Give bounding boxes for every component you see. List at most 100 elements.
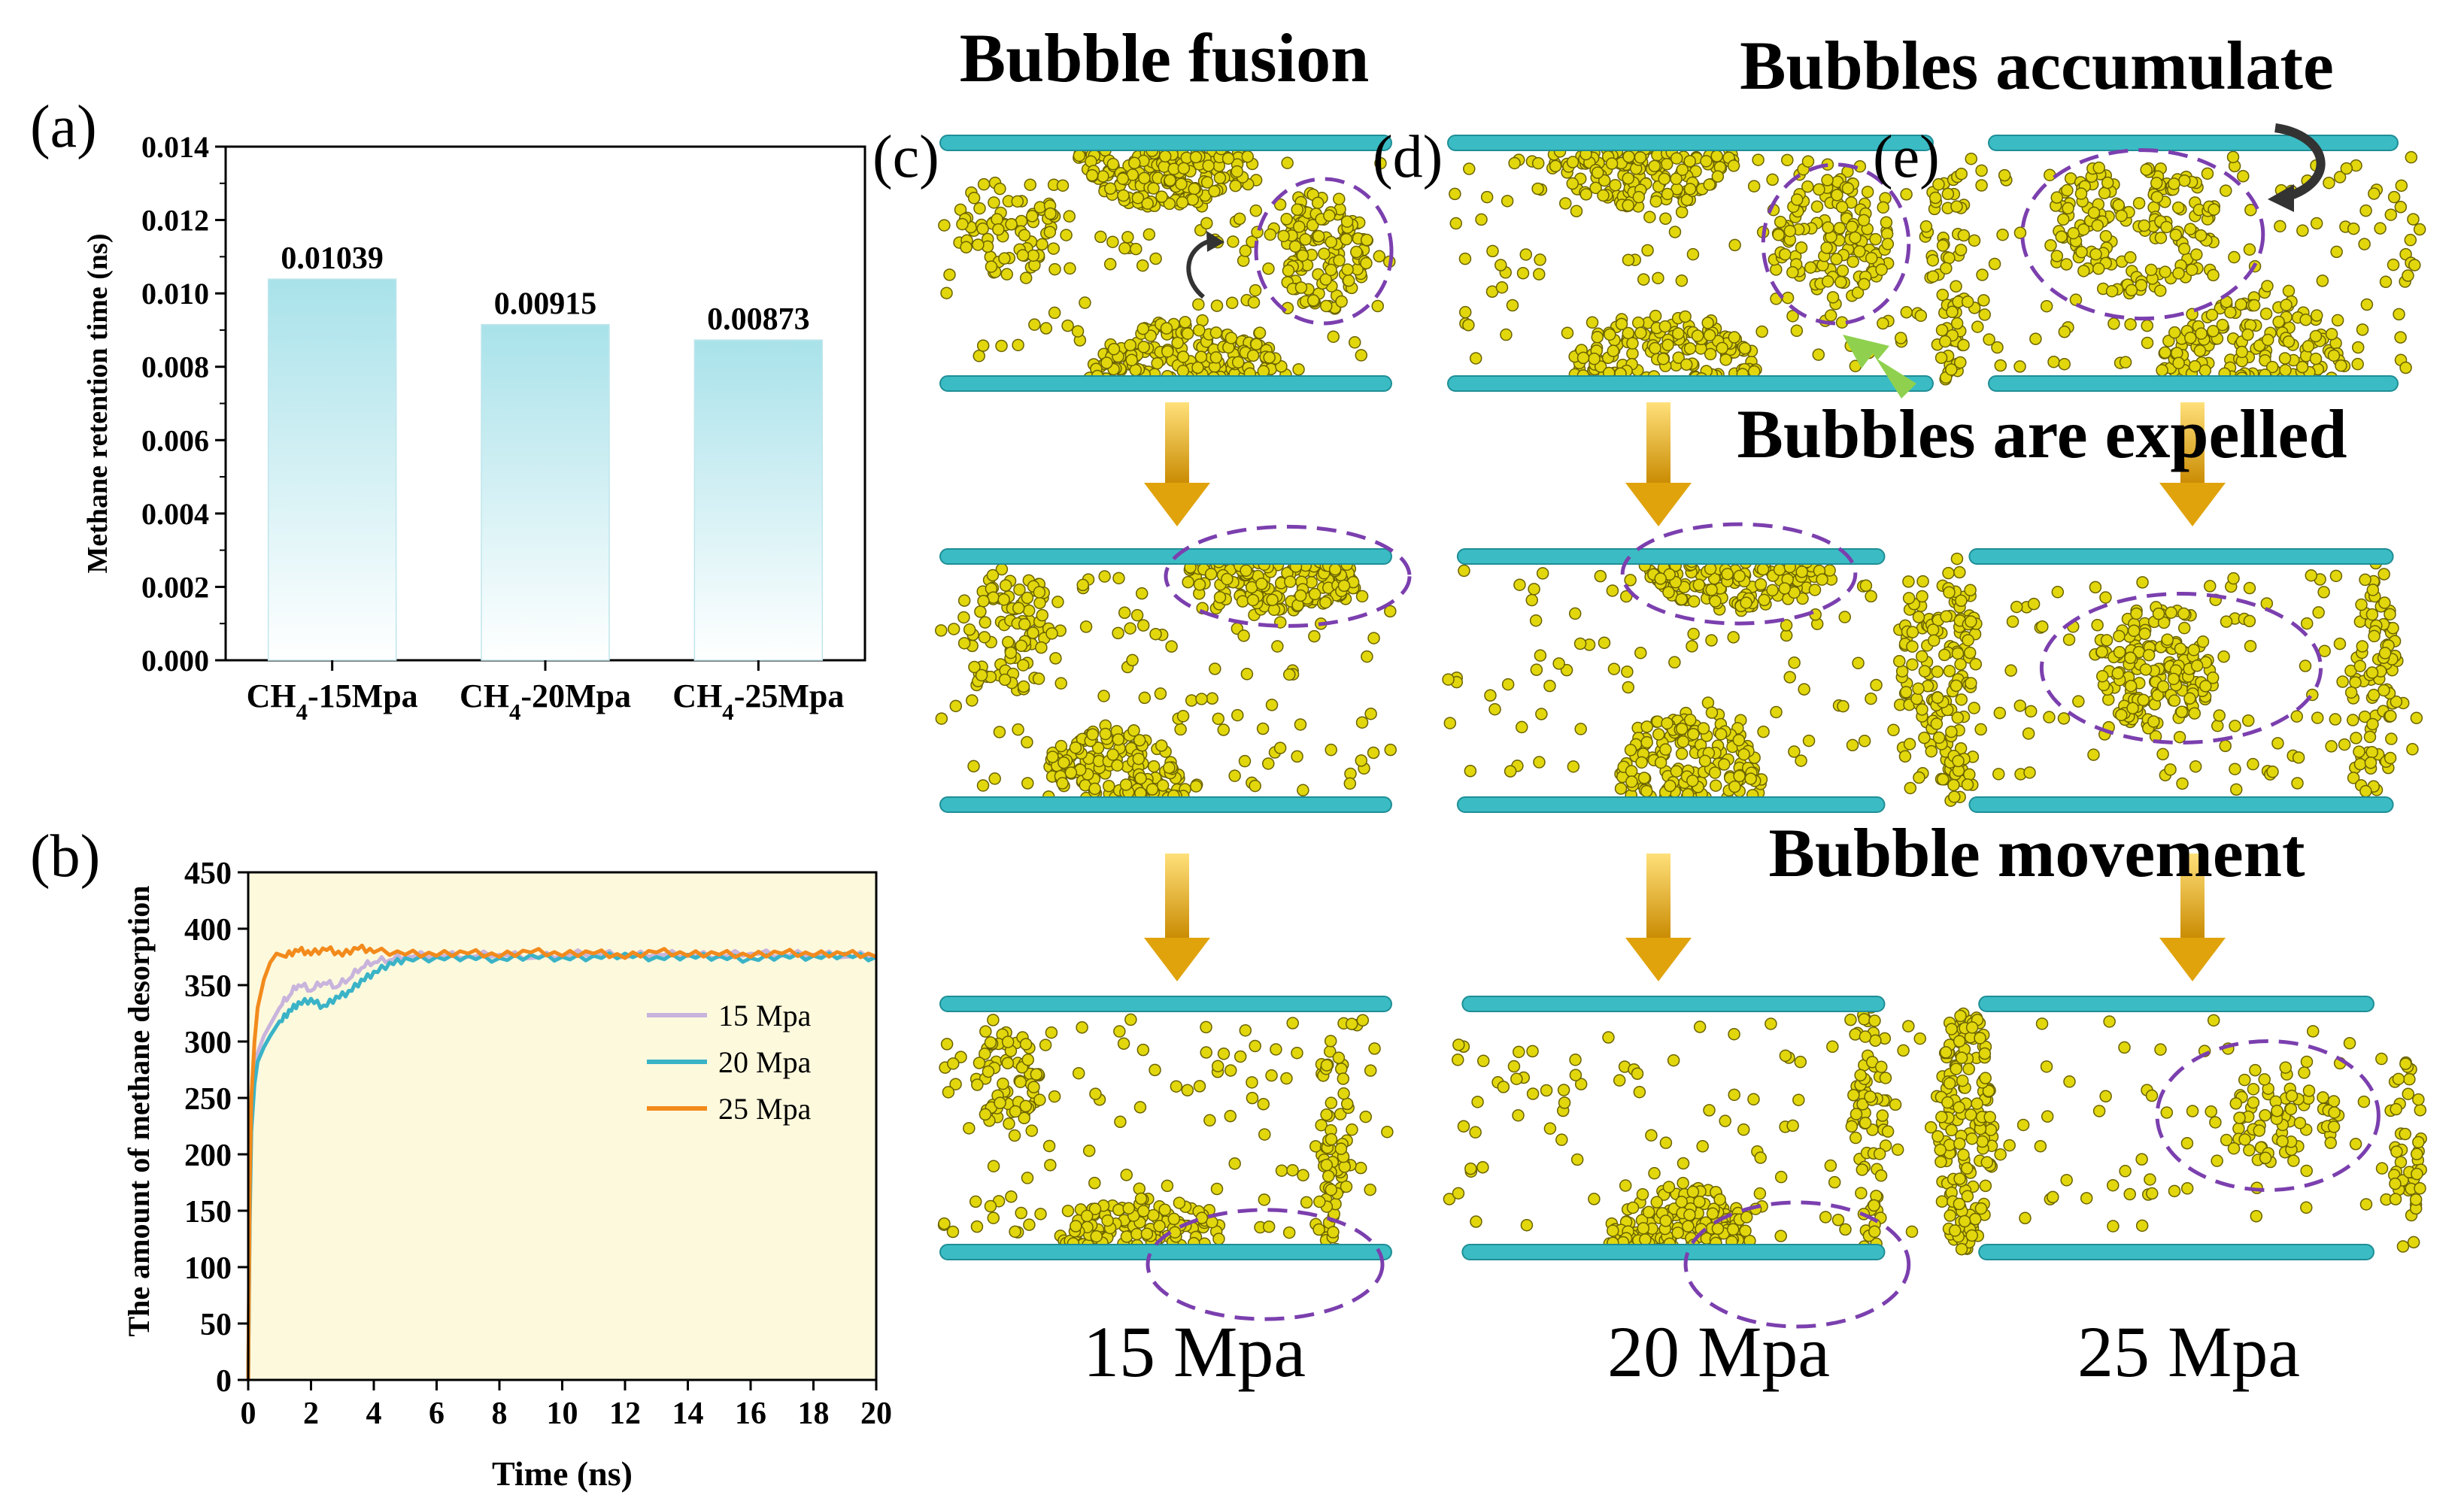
methane-molecule bbox=[1262, 1220, 1276, 1233]
methane-molecule bbox=[1728, 1088, 1740, 1102]
methane-molecule bbox=[1975, 164, 1988, 177]
methane-molecule bbox=[1849, 1131, 1862, 1145]
methane-molecule bbox=[1364, 1064, 1377, 1077]
methane-molecule bbox=[2411, 1148, 2423, 1160]
methane-molecule bbox=[1622, 150, 1635, 163]
methane-molecule bbox=[2123, 1187, 2136, 1201]
methane-molecule bbox=[1012, 338, 1024, 352]
methane-molecule bbox=[1739, 1224, 1752, 1238]
methane-molecule bbox=[1049, 652, 1062, 665]
panel-a: (a) 0.0000.0020.0040.0060.0080.0100.0120… bbox=[30, 94, 866, 725]
methane-molecule bbox=[2343, 1036, 2356, 1050]
methane-molecule bbox=[1594, 569, 1607, 583]
methane-molecule bbox=[1823, 564, 1836, 577]
methane-molecule bbox=[1607, 344, 1620, 357]
methane-molecule bbox=[2390, 1102, 2402, 1116]
plot-background bbox=[248, 872, 876, 1380]
methane-molecule bbox=[1246, 1091, 1259, 1105]
methane-molecule bbox=[2156, 364, 2168, 377]
methane-molecule bbox=[2013, 226, 2027, 239]
methane-molecule bbox=[1889, 1098, 1902, 1111]
methane-molecule bbox=[2092, 1105, 2106, 1117]
methane-molecule bbox=[1941, 1096, 1954, 1109]
methane-molecule bbox=[1640, 735, 1653, 749]
methane-molecule bbox=[1978, 308, 1991, 321]
methane-molecule bbox=[1938, 335, 1952, 348]
methane-molecule bbox=[2209, 1116, 2222, 1129]
methane-molecule bbox=[1876, 1109, 1889, 1122]
methane-molecule bbox=[1533, 756, 1546, 769]
methane-molecule bbox=[1471, 1096, 1484, 1108]
methane-molecule bbox=[1683, 342, 1697, 355]
methane-molecule bbox=[1333, 254, 1346, 267]
methane-molecule bbox=[2060, 258, 2073, 271]
methane-molecule bbox=[2137, 693, 2150, 707]
methane-molecule bbox=[1936, 773, 1950, 786]
methane-molecule bbox=[1625, 765, 1638, 778]
methane-molecule bbox=[2080, 1192, 2093, 1205]
snapshot-panel bbox=[937, 996, 1394, 1321]
methane-molecule bbox=[2261, 280, 2274, 293]
methane-molecule bbox=[2187, 644, 2201, 656]
methane-molecule bbox=[1828, 1175, 1841, 1189]
methane-molecule bbox=[1654, 572, 1667, 585]
methane-molecule bbox=[1118, 606, 1131, 619]
methane-molecule bbox=[1853, 245, 1866, 258]
methane-molecule bbox=[976, 222, 989, 235]
methane-molecule bbox=[2353, 660, 2367, 672]
methane-molecule bbox=[2144, 263, 2158, 277]
methane-molecule bbox=[1927, 634, 1941, 647]
methane-molecule bbox=[2409, 1193, 2423, 1206]
methane-molecule bbox=[1830, 253, 1843, 265]
methane-molecule bbox=[1877, 317, 1889, 330]
methane-molecule bbox=[2340, 162, 2353, 175]
methane-molecule bbox=[2177, 242, 2191, 256]
methane-molecule bbox=[1292, 362, 1305, 376]
methane-molecule bbox=[1732, 733, 1746, 747]
methane-molecule bbox=[997, 593, 1010, 606]
methane-molecule bbox=[1213, 171, 1227, 184]
methane-molecule bbox=[1341, 263, 1354, 276]
methane-molecule bbox=[1753, 1187, 1767, 1200]
methane-molecule bbox=[2101, 176, 2114, 190]
methane-molecule bbox=[1373, 250, 1386, 263]
methane-molecule bbox=[1916, 650, 1928, 663]
methane-molecule bbox=[1719, 1114, 1731, 1127]
methane-molecule bbox=[2329, 569, 2343, 583]
methane-molecule bbox=[2412, 1136, 2425, 1149]
methane-molecule bbox=[2019, 1211, 2032, 1225]
methane-molecule bbox=[1561, 326, 1574, 339]
methane-molecule bbox=[1147, 182, 1160, 195]
methane-molecule bbox=[1458, 564, 1470, 578]
methane-molecule bbox=[1155, 739, 1168, 752]
panel-label-c: (c) bbox=[872, 124, 939, 190]
methane-molecule bbox=[1953, 566, 1966, 579]
y-tick-label: 0.006 bbox=[141, 423, 209, 457]
methane-molecule bbox=[1355, 716, 1369, 729]
methane-molecule bbox=[1203, 1114, 1216, 1127]
methane-molecule bbox=[1325, 1096, 1338, 1109]
methane-molecule bbox=[947, 623, 960, 635]
methane-molecule bbox=[1953, 1101, 1965, 1114]
methane-molecule bbox=[963, 623, 976, 636]
methane-molecule bbox=[1754, 578, 1768, 591]
methane-molecule bbox=[1765, 1017, 1777, 1030]
methane-molecule bbox=[2107, 317, 2120, 330]
methane-molecule bbox=[1675, 1196, 1688, 1208]
methane-molecule bbox=[1980, 1156, 1994, 1169]
methane-molecule bbox=[2237, 170, 2250, 183]
methane-molecule bbox=[1951, 711, 1965, 724]
y-tick-label: 150 bbox=[184, 1195, 232, 1230]
methane-molecule bbox=[1015, 639, 1028, 652]
y-axis-label: The amount of methane desorption bbox=[122, 885, 156, 1336]
methane-molecule bbox=[1224, 1109, 1237, 1123]
methane-molecule bbox=[1337, 579, 1351, 593]
methane-molecule bbox=[1054, 739, 1068, 753]
methane-molecule bbox=[1256, 722, 1270, 735]
methane-molecule bbox=[2351, 357, 2364, 371]
methane-molecule bbox=[1675, 274, 1689, 287]
methane-molecule bbox=[1241, 150, 1255, 163]
methane-molecule bbox=[1605, 157, 1619, 170]
methane-molecule bbox=[1044, 207, 1057, 220]
methane-molecule bbox=[2229, 783, 2243, 796]
